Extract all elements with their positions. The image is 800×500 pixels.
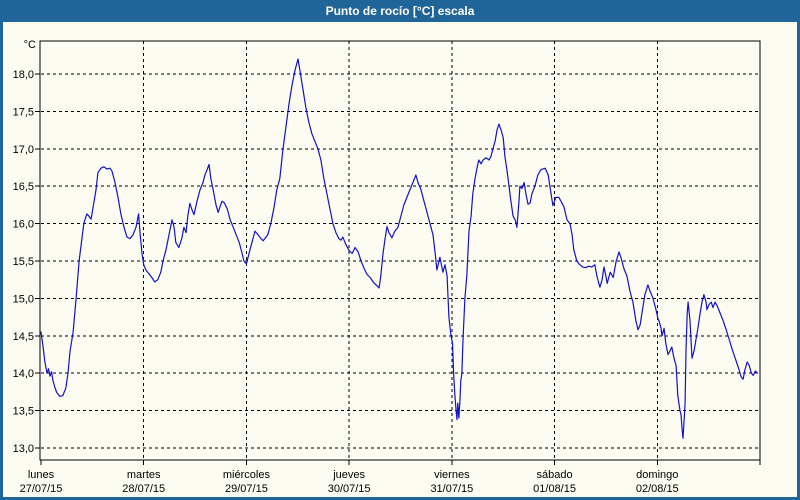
x-day-label: viernes	[434, 469, 470, 481]
window-title: Punto de rocío [°C] escala	[0, 0, 800, 22]
y-tick-label: 16,0	[13, 219, 34, 231]
plot-border	[39, 40, 761, 461]
x-day-label: martes	[127, 469, 161, 481]
y-axis-labels: 18,0 17,5 17,0 16,5 16,0 15,5 15,0 14,5 14,0 13,5…	[13, 39, 36, 455]
y-tick-label: 14,0	[13, 368, 34, 380]
x-day-label: jueves	[332, 469, 365, 481]
y-axis-unit-label: °C	[24, 39, 36, 51]
y-tick-label: 16,5	[13, 181, 34, 193]
x-day-label: domingo	[636, 469, 678, 481]
x-date-label: 28/07/15	[122, 483, 165, 495]
y-tick-label: 15,0	[13, 293, 34, 305]
vertical-gridlines	[143, 41, 658, 460]
x-day-label: miércoles	[223, 469, 271, 481]
dew-point-series-line	[40, 58, 759, 439]
x-day-label: lunes	[28, 469, 55, 481]
x-day-label: sábado	[537, 469, 573, 481]
y-tick-label: 13,0	[13, 443, 34, 455]
content-background	[3, 22, 797, 497]
y-tick-label: 17,0	[13, 144, 34, 156]
x-date-label: 02/08/15	[636, 483, 679, 495]
x-date-label: 31/07/15	[430, 483, 473, 495]
x-axis-labels: lunes 27/07/15 martes 28/07/15 miércoles 29/0…	[20, 469, 679, 495]
y-tick-label: 15,5	[13, 256, 34, 268]
x-date-label: 30/07/15	[328, 483, 371, 495]
y-tick-label: 18,0	[13, 69, 34, 81]
y-tick-label: 17,5	[13, 106, 34, 118]
y-tick-label: 13,5	[13, 406, 34, 418]
y-tick-label: 14,5	[13, 331, 34, 343]
x-date-label: 27/07/15	[20, 483, 63, 495]
x-date-label: 01/08/15	[533, 483, 576, 495]
axis-ticks	[35, 73, 761, 465]
x-date-label: 29/07/15	[225, 483, 268, 495]
